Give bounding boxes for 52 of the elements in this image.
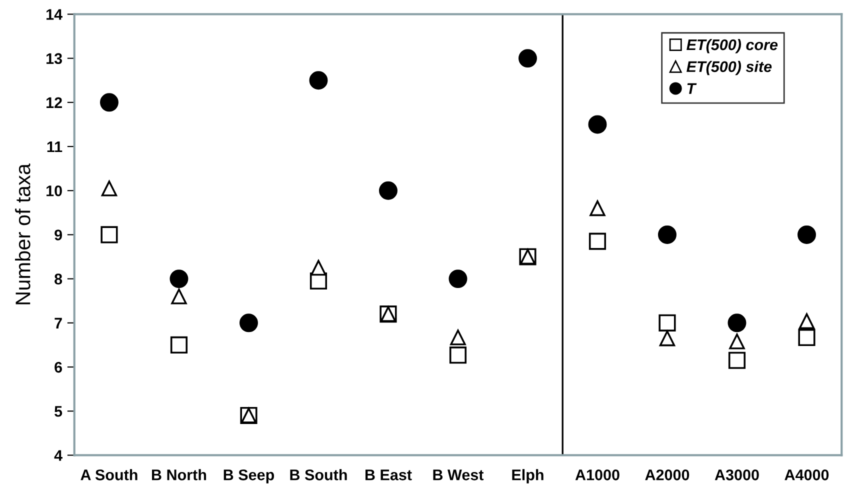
point: [588, 115, 607, 134]
point: [588, 232, 606, 250]
point: [798, 328, 816, 346]
point: [171, 288, 187, 304]
x-tick-label: A South: [80, 469, 138, 480]
point: [658, 314, 676, 332]
x-tick-label: A2000: [645, 470, 690, 480]
point: [729, 334, 745, 350]
point: [658, 225, 676, 244]
x-tick-label: A1000: [575, 470, 620, 480]
point: [728, 314, 746, 332]
point: [100, 93, 118, 112]
point: [100, 226, 118, 244]
point: [379, 181, 398, 200]
point: [450, 330, 466, 346]
point: [101, 180, 118, 196]
point: [728, 352, 746, 369]
y-tick-label: 5: [54, 406, 62, 417]
point: [590, 200, 606, 216]
x-tick-label: B East: [365, 470, 412, 480]
y-axis-title: Number of taxa: [15, 163, 30, 304]
x-tick-label: Elph: [512, 469, 544, 484]
y-tick-label: 12: [46, 97, 62, 108]
x-tick-label: B North: [152, 469, 206, 480]
x-tick-label: B West: [433, 470, 484, 480]
point: [518, 49, 537, 68]
y-tick-label: 6: [54, 362, 62, 373]
point: [659, 330, 676, 346]
y-tick-label: 10: [46, 185, 62, 196]
y-tick-label: 7: [54, 318, 62, 328]
point: [170, 336, 188, 354]
x-tick-label: B Seep: [224, 470, 274, 484]
point: [798, 313, 815, 329]
y-tick-label: 11: [47, 142, 62, 152]
y-tick-label: 13: [46, 53, 62, 64]
point: [449, 346, 467, 364]
point: [310, 260, 326, 276]
y-tick-label: 4: [54, 450, 62, 461]
y-tick-label: 14: [46, 9, 62, 20]
legend-label: ET(500) core: [686, 38, 778, 54]
y-tick-label: 9: [54, 230, 62, 240]
point: [798, 225, 816, 244]
x-tick-label: B South: [290, 469, 347, 480]
point: [170, 270, 188, 288]
x-tick-label: A3000: [714, 470, 759, 480]
legend-label: T: [687, 83, 697, 94]
x-tick-label: A4000: [784, 470, 829, 480]
legend-label: ET(500) site: [686, 60, 772, 76]
y-tick-label: 8: [54, 274, 62, 284]
point: [448, 270, 468, 288]
point: [240, 314, 258, 332]
point: [309, 71, 328, 90]
